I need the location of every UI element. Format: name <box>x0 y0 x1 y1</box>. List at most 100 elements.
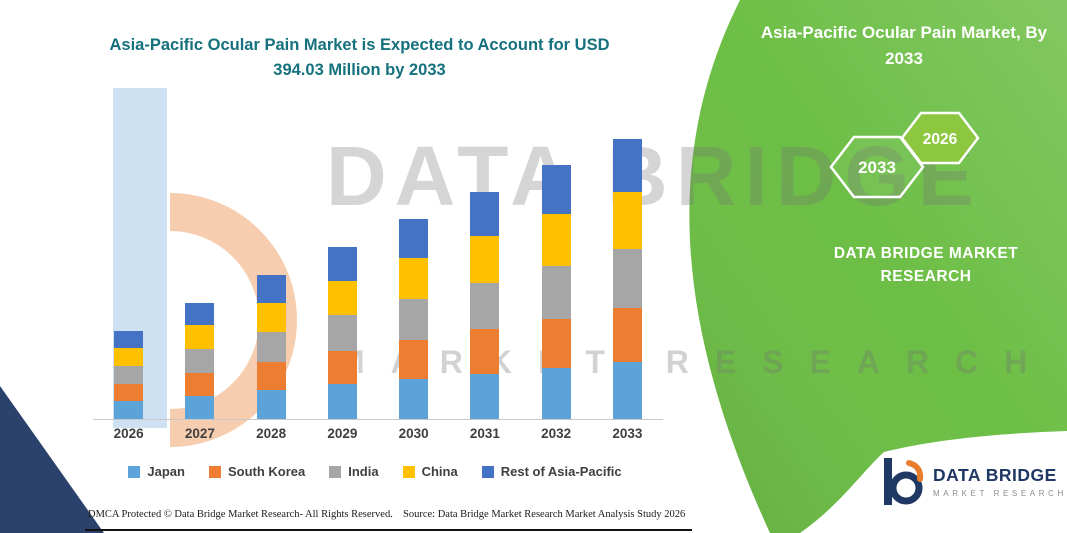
segment-rest-of-asia-pacific <box>541 164 571 215</box>
segment-south-korea <box>399 340 429 379</box>
watermark-market-research-text: MARKET RESEARCH <box>338 344 1054 380</box>
hexagon-2033-label: 2033 <box>858 158 896 177</box>
legend-label-japan: Japan <box>147 464 185 479</box>
segment-japan <box>327 384 357 419</box>
legend-item-india: India <box>329 464 379 479</box>
hexagon-2033-shape <box>829 135 925 199</box>
bottom-divider <box>85 529 692 531</box>
x-tick-2031: 2031 <box>469 426 500 441</box>
segment-south-korea <box>470 329 500 374</box>
plot-area <box>93 128 663 420</box>
segment-india <box>399 298 429 341</box>
stacked-bar-2026 <box>114 330 144 419</box>
bar-column-2027 <box>164 128 235 419</box>
x-tick-2026: 2026 <box>113 426 144 441</box>
segment-rest-of-asia-pacific <box>612 139 642 192</box>
logo-brand-text: DATA BRIDGE <box>933 464 1057 485</box>
legend-item-rest-of-asia-pacific: Rest of Asia-Pacific <box>481 464 622 479</box>
x-tick-2032: 2032 <box>541 426 572 441</box>
segment-japan <box>541 367 571 419</box>
legend-swatch-rest-of-asia-pacific <box>481 465 494 478</box>
segment-india <box>256 332 286 363</box>
right-panel-brand-line1: DATA BRIDGE MARKET <box>833 245 1019 262</box>
segment-rest-of-asia-pacific <box>470 192 500 237</box>
segment-south-korea <box>185 372 215 396</box>
legend-label-china: China <box>421 464 458 479</box>
segment-japan <box>256 389 286 419</box>
x-tick-2027: 2027 <box>184 426 215 441</box>
legend-item-south-korea: South Korea <box>208 464 306 479</box>
legend-swatch-china <box>402 465 415 478</box>
bar-column-2033 <box>592 128 663 419</box>
legend-swatch-japan <box>128 465 141 478</box>
segment-india <box>327 315 357 351</box>
segment-india <box>541 266 571 319</box>
x-tick-2028: 2028 <box>256 426 287 441</box>
segment-china <box>399 258 429 299</box>
hexagon-2026-shape <box>900 111 980 165</box>
segment-rest-of-asia-pacific <box>327 247 357 281</box>
legend-label-rest-of-asia-pacific: Rest of Asia-Pacific <box>500 464 622 479</box>
segment-china <box>256 303 286 333</box>
legend-item-japan: Japan <box>128 464 185 479</box>
bar-column-2028 <box>236 128 307 419</box>
logo-subtitle-text: MARKET RESEARCH <box>933 488 1067 498</box>
hexagon-2026-label: 2026 <box>923 131 958 148</box>
segment-japan <box>612 362 642 419</box>
segment-china <box>327 280 357 316</box>
legend-label-south-korea: South Korea <box>227 464 306 479</box>
corner-navy-shape <box>0 386 104 533</box>
segment-china <box>114 347 144 366</box>
segment-south-korea <box>114 384 144 402</box>
segment-south-korea <box>612 307 642 363</box>
segment-south-korea <box>541 318 571 368</box>
segment-south-korea <box>327 350 357 385</box>
segment-china <box>541 214 571 267</box>
bar-column-2030 <box>378 128 449 419</box>
segment-china <box>612 191 642 250</box>
stacked-bar-2027 <box>185 302 215 419</box>
milestone-hexagons: 2033 2026 <box>829 111 980 199</box>
legend-item-china: China <box>402 464 458 479</box>
right-panel-brand-line2: RESEARCH <box>880 268 972 286</box>
right-panel-brand: DATA BRIDGE MARKET RESEARCH <box>812 242 1040 289</box>
segment-china <box>470 236 500 283</box>
right-panel-title-line1: Asia-Pacific Ocular Pain Market, By <box>760 23 1048 42</box>
segment-india <box>470 282 500 330</box>
bar-column-2026 <box>93 128 164 419</box>
segment-japan <box>185 395 215 419</box>
segment-japan <box>114 401 144 419</box>
bar-column-2029 <box>307 128 378 419</box>
x-tick-2029: 2029 <box>327 426 358 441</box>
segment-rest-of-asia-pacific <box>256 274 286 304</box>
stacked-bar-2031 <box>470 192 500 419</box>
x-tick-2030: 2030 <box>398 426 429 441</box>
right-panel-title-line2: 2033 <box>885 48 923 68</box>
bar-column-2032 <box>521 128 592 419</box>
source-note: Source: Data Bridge Market Research Mark… <box>403 509 686 520</box>
legend-label-india: India <box>348 464 379 479</box>
dbmr-logo-text: DATA BRIDGE MARKET RESEARCH <box>933 465 1067 498</box>
dbmr-logo: DATA BRIDGE MARKET RESEARCH <box>882 455 1067 507</box>
stacked-bar-2030 <box>399 219 429 419</box>
dmca-notice: DMCA Protected © Data Bridge Market Rese… <box>88 509 393 520</box>
segment-japan <box>399 378 429 419</box>
legend-swatch-south-korea <box>208 465 221 478</box>
watermark-data-bridge-text: DATA BRIDGE <box>326 129 982 223</box>
segment-india <box>114 365 144 385</box>
x-tick-2033: 2033 <box>612 426 643 441</box>
segment-rest-of-asia-pacific <box>114 330 144 348</box>
bar-column-2031 <box>449 128 520 419</box>
chart-title-line2: 394.03 Million by 2033 <box>273 60 446 79</box>
segment-japan <box>470 373 500 419</box>
segment-rest-of-asia-pacific <box>185 302 215 326</box>
stacked-bar-2032 <box>541 164 571 419</box>
chart-title-line1: Asia-Pacific Ocular Pain Market is Expec… <box>109 36 610 54</box>
chart-title: Asia-Pacific Ocular Pain Market is Expec… <box>72 33 647 83</box>
dbmr-logo-icon <box>884 458 924 505</box>
stacked-bar-2029 <box>327 247 357 419</box>
x-axis-labels: 2026 2027 2028 2029 2030 2031 2032 2033 <box>93 426 663 441</box>
legend-swatch-india <box>329 465 342 478</box>
right-panel-title: Asia-Pacific Ocular Pain Market, By 2033 <box>758 20 1050 71</box>
